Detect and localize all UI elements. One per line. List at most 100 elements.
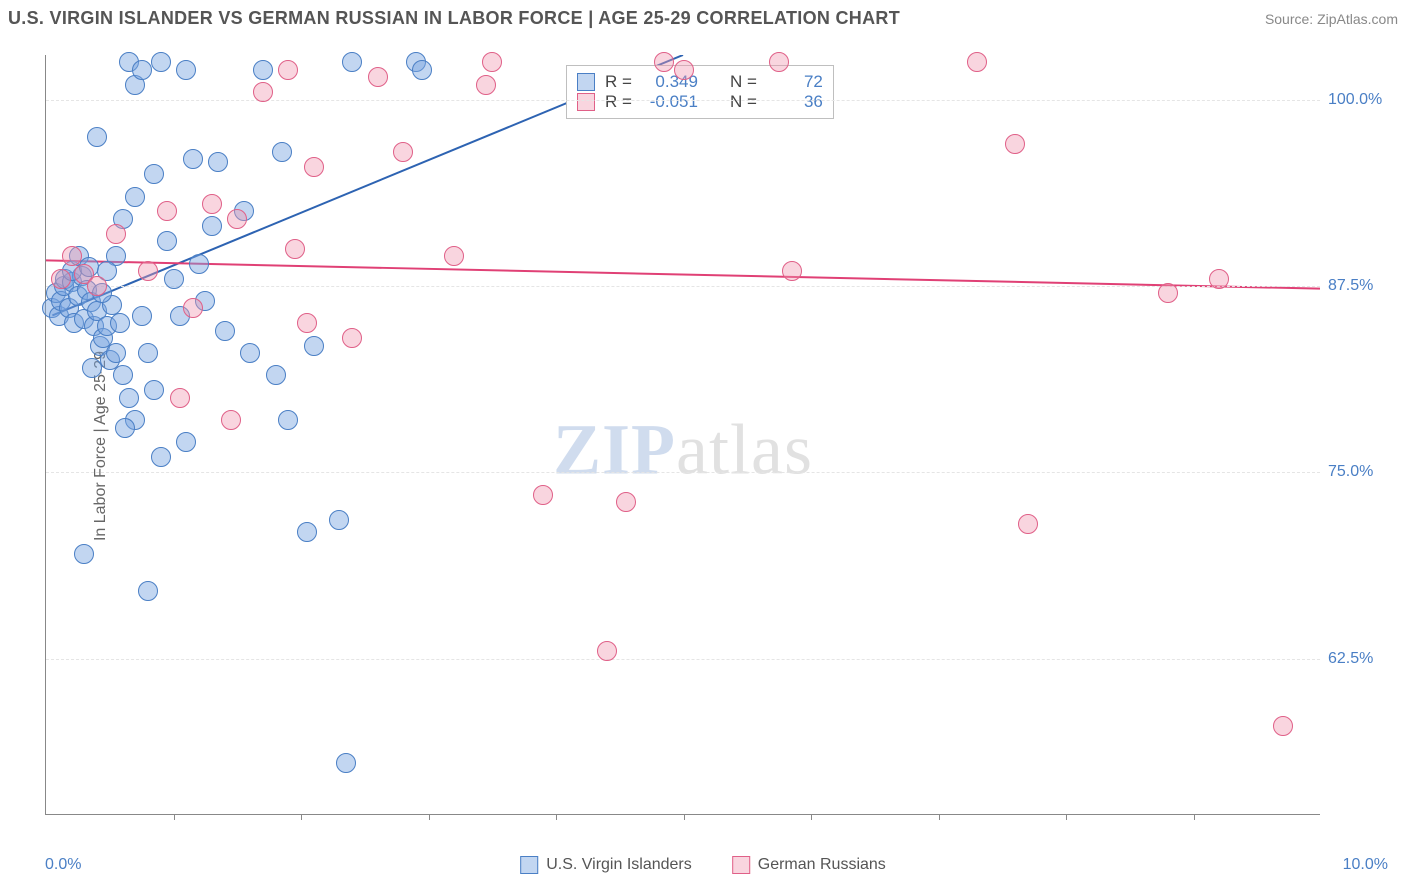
data-point xyxy=(272,142,292,162)
data-point xyxy=(266,365,286,385)
legend-swatch xyxy=(732,856,750,874)
data-point xyxy=(144,380,164,400)
x-tick-mark xyxy=(301,814,302,820)
data-point xyxy=(157,201,177,221)
data-point xyxy=(1273,716,1293,736)
x-tick-mark xyxy=(939,814,940,820)
data-point xyxy=(297,313,317,333)
source-label: Source: ZipAtlas.com xyxy=(1265,11,1398,27)
data-point xyxy=(176,60,196,80)
data-point xyxy=(138,581,158,601)
data-point xyxy=(654,52,674,72)
data-point xyxy=(227,209,247,229)
data-point xyxy=(278,60,298,80)
legend-stats-row: R =0.349N =72 xyxy=(577,72,823,92)
data-point xyxy=(164,269,184,289)
x-axis-max-label: 10.0% xyxy=(1343,856,1388,874)
data-point xyxy=(106,343,126,363)
data-point xyxy=(1158,283,1178,303)
data-point xyxy=(482,52,502,72)
data-point xyxy=(476,75,496,95)
data-point xyxy=(157,231,177,251)
x-tick-mark xyxy=(429,814,430,820)
legend-item: U.S. Virgin Islanders xyxy=(520,856,692,874)
data-point xyxy=(412,60,432,80)
data-point xyxy=(533,485,553,505)
gridline xyxy=(46,472,1320,473)
y-tick-label: 75.0% xyxy=(1328,463,1392,481)
data-point xyxy=(113,365,133,385)
data-point xyxy=(297,522,317,542)
data-point xyxy=(304,157,324,177)
y-tick-label: 87.5% xyxy=(1328,277,1392,295)
x-tick-mark xyxy=(556,814,557,820)
data-point xyxy=(176,432,196,452)
data-point xyxy=(342,328,362,348)
data-point xyxy=(221,410,241,430)
data-point xyxy=(151,447,171,467)
gridline xyxy=(46,100,1320,101)
gridline xyxy=(46,659,1320,660)
data-point xyxy=(215,321,235,341)
legend-item: German Russians xyxy=(732,856,886,874)
data-point xyxy=(1005,134,1025,154)
data-point xyxy=(597,641,617,661)
data-point xyxy=(782,261,802,281)
data-point xyxy=(125,187,145,207)
legend-label: German Russians xyxy=(758,856,886,874)
data-point xyxy=(1018,514,1038,534)
data-point xyxy=(138,343,158,363)
y-tick-label: 62.5% xyxy=(1328,650,1392,668)
data-point xyxy=(138,261,158,281)
data-point xyxy=(132,306,152,326)
data-point xyxy=(74,544,94,564)
x-tick-mark xyxy=(1194,814,1195,820)
data-point xyxy=(368,67,388,87)
data-point xyxy=(170,388,190,408)
data-point xyxy=(278,410,298,430)
data-point xyxy=(769,52,789,72)
data-point xyxy=(1209,269,1229,289)
legend-swatch xyxy=(577,73,595,91)
data-point xyxy=(183,149,203,169)
legend-swatch xyxy=(520,856,538,874)
data-point xyxy=(144,164,164,184)
data-point xyxy=(151,52,171,72)
data-point xyxy=(329,510,349,530)
data-point xyxy=(62,246,82,266)
data-point xyxy=(87,127,107,147)
data-point xyxy=(342,52,362,72)
scatter-chart: ZIPatlas R =0.349N =72R =-0.051N =36 62.… xyxy=(45,55,1320,815)
data-point xyxy=(444,246,464,266)
x-axis-min-label: 0.0% xyxy=(45,856,81,874)
gridline xyxy=(46,286,1320,287)
legend-stats-row: R =-0.051N =36 xyxy=(577,92,823,112)
data-point xyxy=(202,194,222,214)
x-tick-mark xyxy=(811,814,812,820)
data-point xyxy=(393,142,413,162)
data-point xyxy=(119,388,139,408)
series-legend: U.S. Virgin Islanders German Russians xyxy=(520,856,886,874)
x-tick-mark xyxy=(1066,814,1067,820)
data-point xyxy=(189,254,209,274)
x-tick-mark xyxy=(684,814,685,820)
data-point xyxy=(202,216,222,236)
data-point xyxy=(132,60,152,80)
data-point xyxy=(87,276,107,296)
stats-legend: R =0.349N =72R =-0.051N =36 xyxy=(566,65,834,119)
watermark-text: ZIPatlas xyxy=(553,408,813,491)
data-point xyxy=(208,152,228,172)
data-point xyxy=(285,239,305,259)
data-point xyxy=(82,358,102,378)
x-tick-mark xyxy=(174,814,175,820)
data-point xyxy=(106,224,126,244)
data-point xyxy=(336,753,356,773)
data-point xyxy=(616,492,636,512)
trendline xyxy=(46,260,1320,288)
data-point xyxy=(51,269,71,289)
data-point xyxy=(304,336,324,356)
data-point xyxy=(240,343,260,363)
data-point xyxy=(115,418,135,438)
data-point xyxy=(674,60,694,80)
data-point xyxy=(110,313,130,333)
